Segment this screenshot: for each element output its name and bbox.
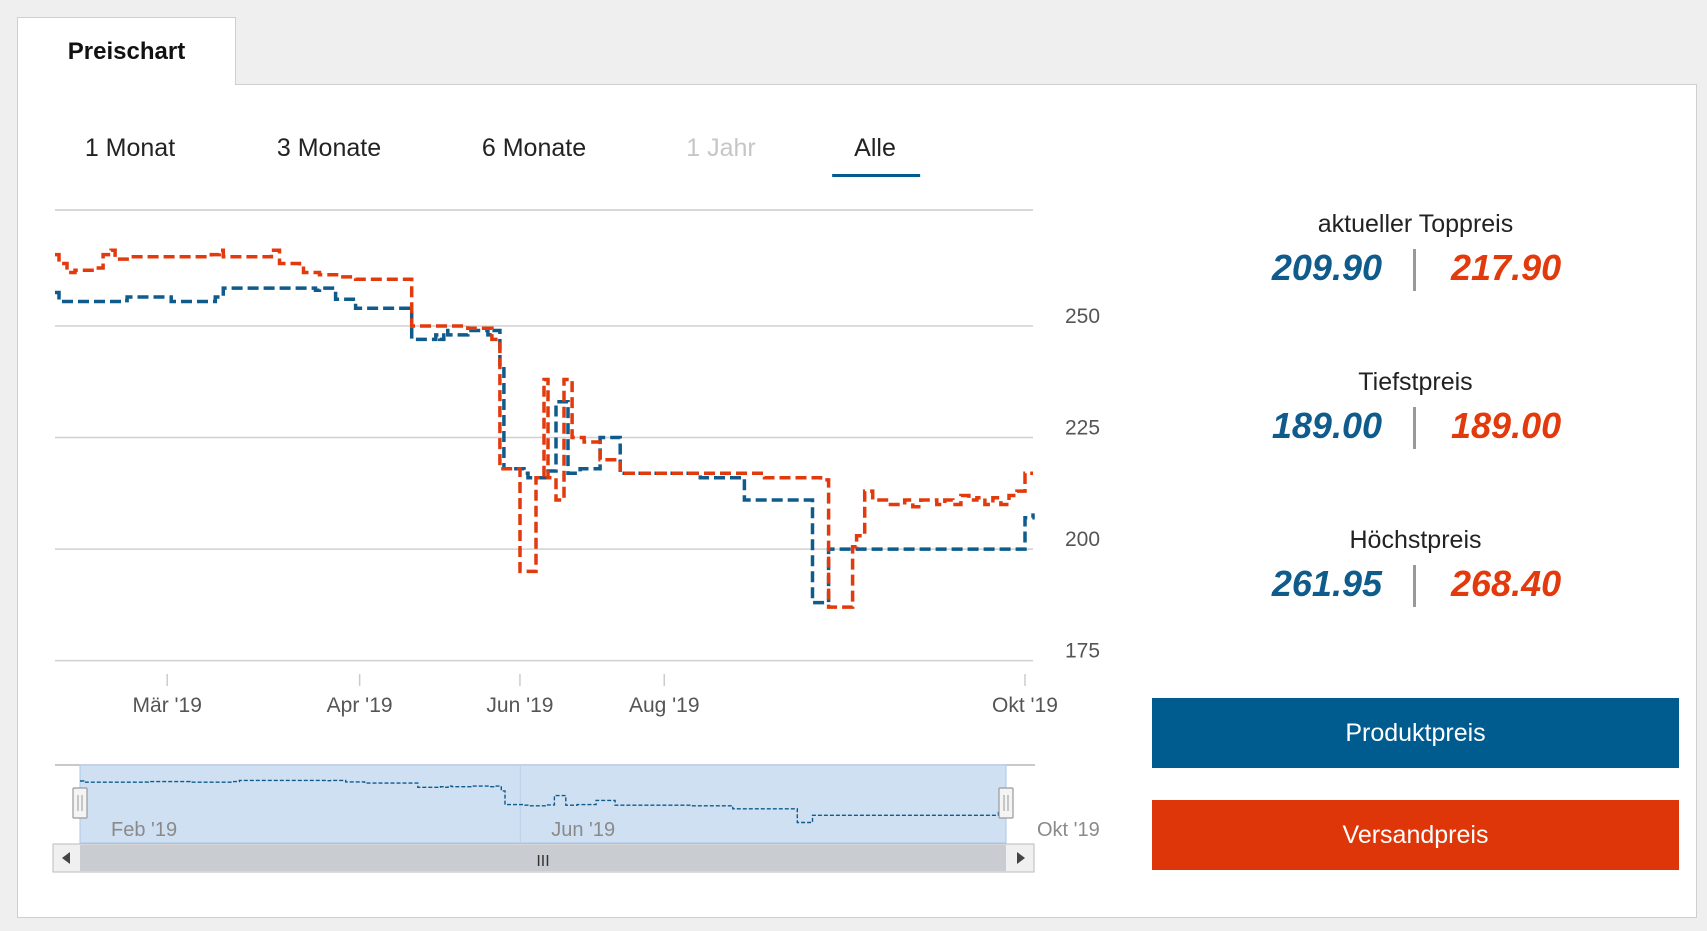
range-alle[interactable]: Alle [832,134,920,177]
scroll-right-icon [1017,852,1025,864]
scroll-left-icon [62,852,70,864]
x-tick-label: Mär '19 [133,694,202,717]
toppreis-produkt-value: 209.90 [1271,247,1382,288]
navigator-series-line [80,779,1007,824]
versandpreis-button[interactable]: Versandpreis [1152,800,1679,870]
tiefstpreis-versand-value: 189.00 [1451,405,1562,446]
value-divider [1413,565,1416,607]
tab-preischart[interactable]: Preischart [17,17,236,85]
produktpreis-series-line [55,286,1035,605]
versandpreis-series-line [55,248,1033,609]
x-tick-label: Okt '19 [992,694,1058,717]
produktpreis-button[interactable]: Produktpreis [1152,698,1679,768]
toppreis-versand-value: 217.90 [1451,247,1562,288]
navigator-handle-left [72,787,88,819]
scrollbar-grip: III [536,853,549,870]
range-1-monat[interactable]: 1 Monat [84,134,176,162]
value-divider [1413,407,1416,449]
x-tick-label: Apr '19 [327,694,393,717]
x-tick-label: Jun '19 [486,694,553,717]
y-tick-label: 225 [1065,417,1100,440]
y-tick-label: 175 [1065,640,1100,663]
y-tick-label: 200 [1065,528,1100,551]
navigator-label: Okt '19 [1037,819,1100,841]
range-6-monate[interactable]: 6 Monate [481,134,587,162]
x-tick-label: Aug '19 [629,694,700,717]
tiefstpreis-label: Tiefstpreis [1358,368,1473,396]
y-tick-label: 250 [1065,305,1100,328]
navigator-label: Jun '19 [551,819,615,841]
navigator-label: Feb '19 [111,819,177,841]
tiefstpreis-block: Tiefstpreis 189.00 189.00 [1152,368,1679,455]
navigator-handle-right [998,787,1014,819]
hoechstpreis-versand-value: 268.40 [1451,563,1562,604]
navigator-selection [79,764,1007,844]
range-1-jahr: 1 Jahr [686,134,756,162]
toppreis-block: aktueller Toppreis 209.90 217.90 [1152,210,1679,297]
hoechstpreis-block: Höchstpreis 261.95 268.40 [1152,526,1679,613]
hoechstpreis-produkt-value: 261.95 [1271,563,1382,604]
hoechstpreis-label: Höchstpreis [1349,526,1482,554]
tiefstpreis-produkt-value: 189.00 [1271,405,1382,446]
scrollbar-thumb [80,845,1006,871]
range-3-monate[interactable]: 3 Monate [276,134,382,162]
toppreis-label: aktueller Toppreis [1317,210,1514,238]
value-divider [1413,249,1416,291]
